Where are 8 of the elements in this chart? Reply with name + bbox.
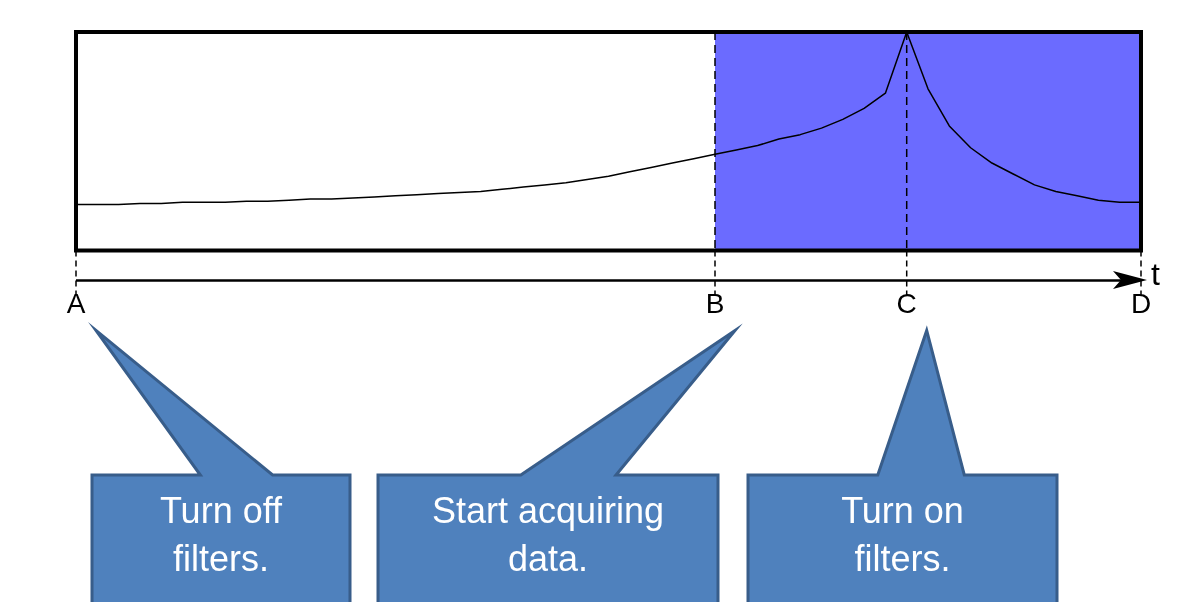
text: Start acquiring data.	[431, 489, 665, 579]
x-tick-label: D	[1130, 287, 1152, 319]
x-axis-title: t	[1151, 256, 1160, 293]
text: Turn off filters.	[159, 489, 284, 579]
x-tick-label: A	[66, 287, 86, 319]
text: Turn on filters.	[841, 489, 964, 579]
x-tick-label: C	[896, 287, 917, 319]
x-tick-label: B	[705, 287, 725, 319]
